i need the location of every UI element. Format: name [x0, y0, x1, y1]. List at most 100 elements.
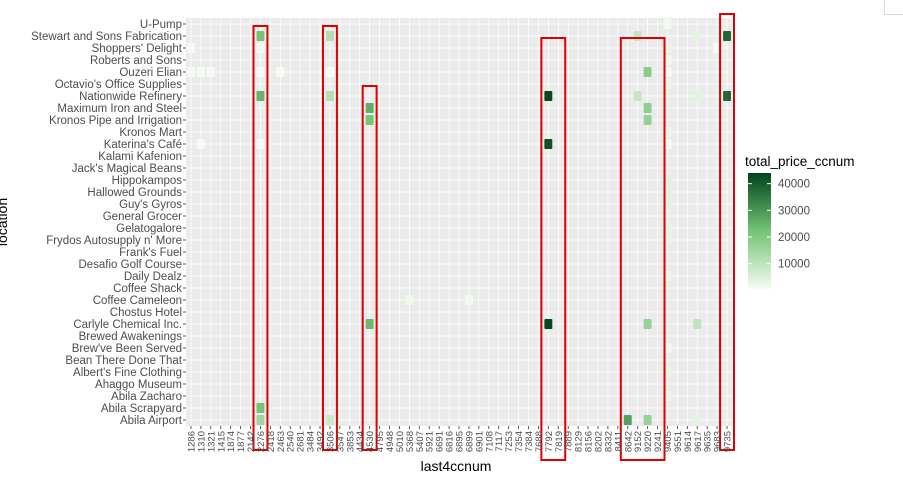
x-tick-label: 5368: [405, 431, 416, 452]
legend-tick-label: 20000: [778, 232, 810, 244]
x-axis-labels: 1286131013211415187418772142227624182463…: [186, 426, 734, 452]
heatmap-cell: [325, 31, 334, 41]
x-tick-label: 9735: [723, 431, 734, 452]
legend-title: total_price_ccnum: [745, 154, 855, 169]
y-tick-label: Ouzeri Elian: [119, 67, 182, 79]
y-tick-label: Nationwide Refinery: [79, 91, 182, 103]
heatmap-cell: [464, 295, 473, 305]
heatmap-cell: [206, 67, 215, 77]
y-tick-label: U-Pump: [140, 19, 182, 31]
x-tick-label: 6895: [455, 431, 466, 452]
heatmap-cell: [256, 43, 265, 53]
y-axis-title: location: [0, 198, 10, 246]
heatmap-cell: [693, 319, 702, 329]
heatmap-cell: [196, 139, 205, 149]
y-tick-label: Gelatogalore: [116, 223, 182, 235]
y-tick-label: Hallowed Grounds: [87, 187, 182, 199]
grid-lines: [186, 18, 732, 426]
x-tick-label: 8332: [603, 431, 614, 452]
heatmap-cell: [325, 91, 334, 101]
x-tick-label: 1874: [226, 431, 237, 452]
x-tick-label: 8156: [584, 431, 595, 452]
x-tick-label: 8202: [593, 431, 604, 452]
y-tick-label: Hippokampos: [112, 175, 183, 187]
heatmap-cell: [693, 415, 702, 425]
heatmap-cell: [723, 31, 731, 41]
heatmap-cell: [256, 139, 265, 149]
heatmap-cell: [187, 67, 195, 77]
y-tick-label: Kronos Mart: [119, 127, 182, 139]
x-axis-title: last4ccnum: [421, 458, 492, 474]
heatmap-cell: [325, 67, 334, 77]
x-tick-label: 4434: [355, 431, 366, 452]
x-tick-label: 2681: [296, 431, 307, 452]
legend-ticks: 10000 20000 30000 40000: [748, 179, 810, 271]
legend-tick-label: 40000: [778, 179, 810, 191]
x-tick-label: 7819: [554, 431, 565, 452]
highlight-box: [321, 25, 338, 451]
highlight-box: [619, 37, 666, 461]
x-tick-label: 2276: [256, 431, 267, 452]
x-tick-label: 8642: [623, 431, 634, 452]
x-tick-label: 9617: [693, 431, 704, 452]
heatmap-cell: [663, 19, 672, 29]
highlight-box: [361, 85, 378, 451]
heatmap-cell: [256, 31, 265, 41]
x-tick-label: 7253: [504, 431, 515, 452]
highlight-boxes: [252, 13, 736, 461]
y-tick-label: Carlyle Chemical Inc.: [73, 319, 182, 331]
heatmap-cell: [693, 31, 702, 41]
y-tick-label: Stewart and Sons Fabrication: [31, 31, 182, 43]
heatmap-cell: [643, 415, 652, 425]
heatmap-cell: [544, 91, 553, 101]
x-tick-label: 6901: [474, 431, 485, 452]
heatmap-cell: [643, 319, 652, 329]
heatmap-cell: [723, 91, 731, 101]
heatmap-cell: [256, 91, 265, 101]
y-tick-label: Kalami Kafenion: [98, 151, 182, 163]
y-tick-label: Jack's Magical Beans: [72, 163, 182, 175]
legend-colorbar: [748, 173, 771, 289]
y-tick-label: Shoppers' Delight: [92, 43, 183, 55]
y-tick-label: Frydos Autosupply n' More: [46, 235, 182, 247]
heatmap-cell: [276, 67, 285, 77]
highlight-box: [540, 37, 567, 461]
x-tick-label: 9683: [713, 431, 724, 452]
x-tick-label: 1310: [196, 431, 207, 452]
y-tick-label: General Grocer: [103, 211, 182, 223]
legend-tick-label: 10000: [778, 259, 810, 271]
x-tick-label: 3492: [316, 431, 327, 452]
y-tick-label: Abila Airport: [120, 415, 183, 427]
x-tick-label: 7792: [544, 431, 555, 452]
x-tick-label: 9405: [663, 431, 674, 452]
heatmap-cell: [256, 415, 265, 425]
x-tick-label: 9551: [673, 431, 684, 452]
heatmap-cell: [633, 31, 642, 41]
y-tick-label: Coffee Cameleon: [93, 295, 182, 307]
heatmap-cell: [643, 103, 652, 113]
x-tick-label: 1286: [186, 431, 197, 452]
highlight-box: [252, 25, 269, 451]
x-tick-label: 2463: [276, 431, 287, 452]
x-tick-label: 7117: [494, 431, 505, 451]
x-tick-label: 8129: [574, 431, 585, 452]
y-tick-label: Chostus Hotel: [110, 307, 182, 319]
x-tick-label: 9635: [703, 431, 714, 452]
y-tick-label: Coffee Shack: [113, 283, 182, 295]
y-tick-label: Abila Scrapyard: [101, 403, 182, 415]
heatmap-cell: [256, 403, 265, 413]
y-tick-label: Ahaggo Museum: [95, 379, 182, 391]
x-tick-label: 7384: [524, 431, 535, 452]
x-tick-label: 7108: [484, 431, 495, 452]
x-tick-label: 5921: [425, 431, 436, 452]
y-tick-label: Bean There Done That: [65, 355, 182, 367]
x-tick-label: 6691: [435, 431, 446, 452]
y-tick-label: Albert's Fine Clothing: [73, 367, 182, 379]
y-tick-label: Frank's Fuel: [119, 247, 182, 259]
x-tick-label: 2540: [286, 431, 297, 452]
x-tick-label: 1877: [236, 431, 247, 452]
x-tick-label: 9241: [653, 431, 664, 452]
heatmap-cell: [256, 67, 265, 77]
